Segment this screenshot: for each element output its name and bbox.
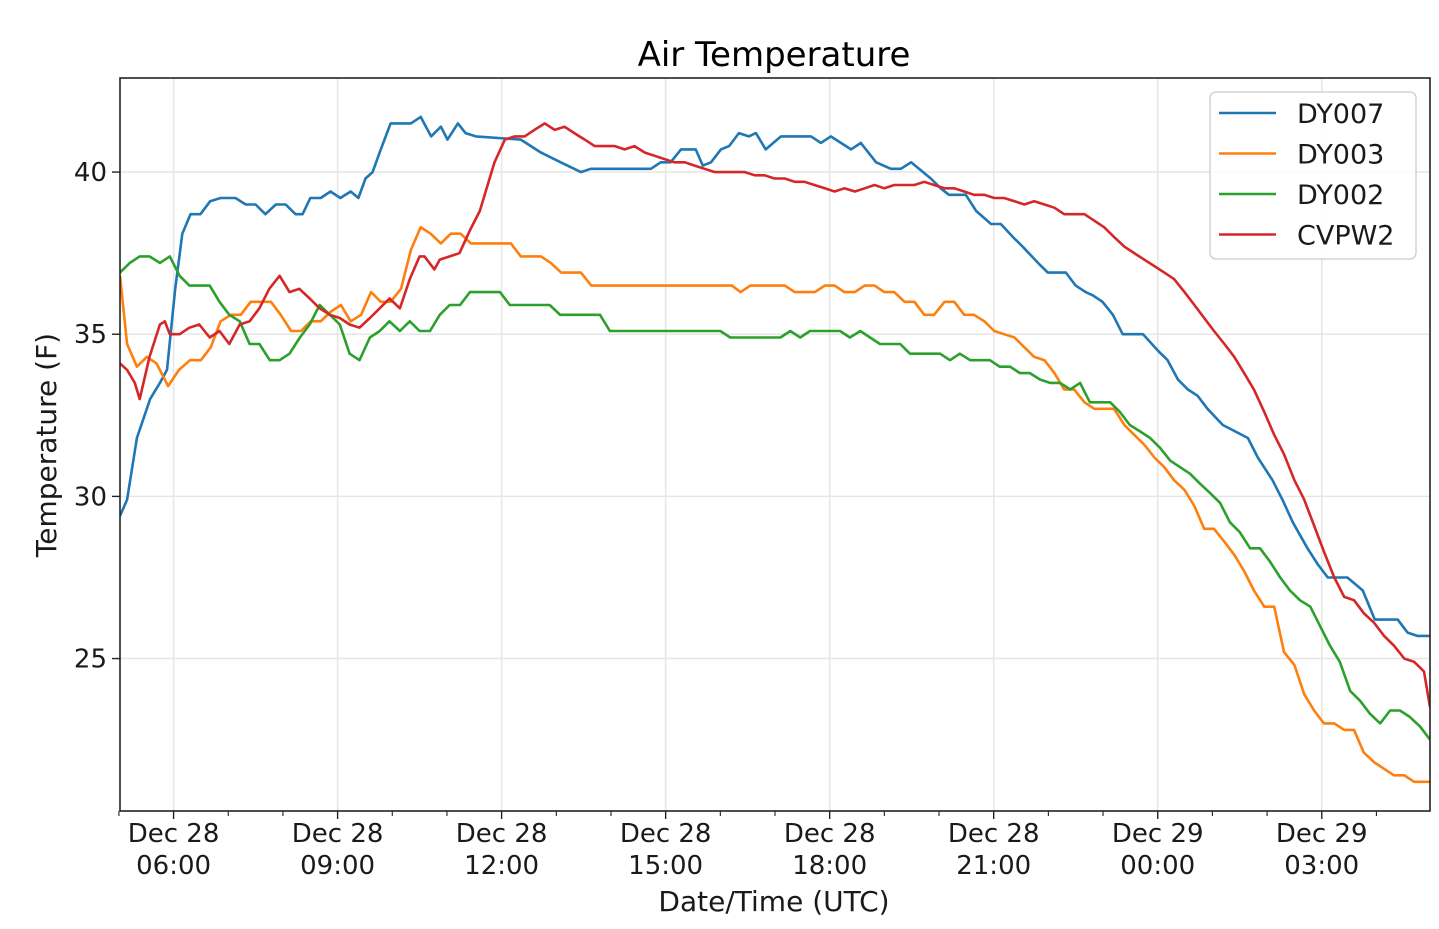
- series-line-dy002: [120, 255, 1430, 741]
- series-line-dy007: [120, 115, 1430, 638]
- x-tick-label-date: Dec 28: [784, 819, 876, 849]
- x-tick-label-time: 18:00: [792, 851, 867, 881]
- legend: DY007 DY003 DY002 CVPW2: [1209, 91, 1417, 260]
- y-tick-label: 40: [74, 158, 107, 188]
- series-line-cvpw2: [120, 122, 1430, 708]
- x-tick-label-time: 15:00: [628, 851, 703, 881]
- x-tick-label-date: Dec 28: [456, 819, 548, 849]
- x-tick-label-date: Dec 28: [128, 819, 220, 849]
- y-axis-label: Temperature (F): [30, 333, 63, 558]
- y-tick-label: 35: [74, 320, 107, 350]
- x-tick-label-date: Dec 28: [948, 819, 1040, 849]
- x-tick-label-time: 06:00: [136, 851, 211, 881]
- legend-label: DY003: [1297, 140, 1384, 171]
- x-tick-label-time: 12:00: [464, 851, 539, 881]
- series-line-dy003: [120, 225, 1430, 784]
- legend-label: CVPW2: [1297, 221, 1394, 252]
- x-tick-label-time: 00:00: [1120, 851, 1195, 881]
- y-axis: 25 30 35 40: [74, 158, 120, 675]
- x-tick-label-time: 09:00: [300, 851, 375, 881]
- x-tick-label-time: 03:00: [1284, 851, 1359, 881]
- x-tick-label-time: 21:00: [956, 851, 1031, 881]
- x-tick-label-date: Dec 28: [620, 819, 712, 849]
- legend-box: [1209, 91, 1417, 260]
- x-tick-label-date: Dec 28: [292, 819, 384, 849]
- x-tick-label-date: Dec 29: [1276, 819, 1368, 849]
- legend-label: DY007: [1297, 99, 1384, 130]
- series-lines: [120, 115, 1430, 784]
- y-tick-label: 25: [74, 645, 107, 675]
- y-tick-label: 30: [74, 482, 107, 512]
- legend-label: DY002: [1297, 180, 1384, 211]
- x-axis-label: Date/Time (UTC): [658, 885, 889, 918]
- x-tick-label-date: Dec 29: [1112, 819, 1204, 849]
- chart-title: Air Temperature: [638, 35, 911, 75]
